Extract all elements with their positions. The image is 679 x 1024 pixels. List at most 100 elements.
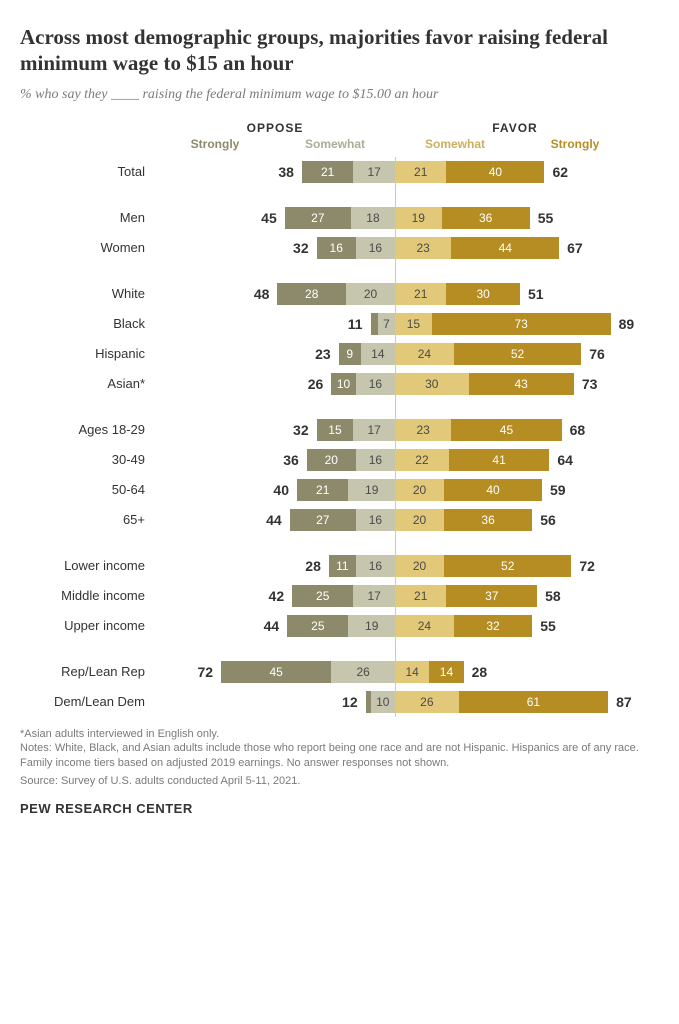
row-label: 65+ <box>30 512 155 527</box>
segment-strongly-favor: 52 <box>444 555 571 577</box>
bar-area: 264514147228 <box>155 661 635 683</box>
bar-area: 161623443267 <box>155 237 635 259</box>
data-row: Rep/Lean Rep264514147228 <box>30 657 659 687</box>
segment-somewhat-oppose: 16 <box>356 449 395 471</box>
segment-somewhat-favor: 15 <box>395 313 432 335</box>
segment-strongly-favor: 41 <box>449 449 549 471</box>
bar-area: 171523453268 <box>155 419 635 441</box>
oppose-total: 36 <box>277 449 307 471</box>
row-label: Upper income <box>30 618 155 633</box>
segment-somewhat-favor: 20 <box>395 509 444 531</box>
favor-total: 58 <box>537 585 567 607</box>
oppose-total: 32 <box>287 419 317 441</box>
segment-strongly-favor: 52 <box>454 343 581 365</box>
oppose-total: 44 <box>257 615 287 637</box>
oppose-total: 44 <box>260 509 290 531</box>
segment-somewhat-oppose: 16 <box>356 509 395 531</box>
segment-strongly-favor: 36 <box>444 509 532 531</box>
group-spacer <box>30 641 659 657</box>
segment-somewhat-favor: 20 <box>395 479 444 501</box>
oppose-total: 45 <box>255 207 285 229</box>
row-label: Ages 18-29 <box>30 422 155 437</box>
segment-strongly-oppose: 21 <box>297 479 348 501</box>
segment-strongly-oppose: 25 <box>292 585 353 607</box>
segment-strongly-oppose: 45 <box>221 661 331 683</box>
chart-subtitle: % who say they ____ raising the federal … <box>20 87 659 103</box>
favor-total: 64 <box>549 449 579 471</box>
segment-strongly-oppose: 9 <box>339 343 361 365</box>
segment-somewhat-favor: 20 <box>395 555 444 577</box>
oppose-total: 28 <box>299 555 329 577</box>
chart-container: OPPOSE Strongly Somewhat FAVOR Somewhat … <box>30 121 659 717</box>
header-strongly-favor: Strongly <box>515 137 635 151</box>
data-row: 30-49162022413664 <box>30 445 659 475</box>
data-row: Lower income161120522872 <box>30 551 659 581</box>
oppose-total: 48 <box>247 283 277 305</box>
data-row: Women161623443267 <box>30 233 659 263</box>
data-row: White202821304851 <box>30 279 659 309</box>
row-label: Hispanic <box>30 346 155 361</box>
brand: PEW RESEARCH CENTER <box>20 801 659 816</box>
segment-strongly-oppose: 20 <box>307 449 356 471</box>
segment-somewhat-favor: 21 <box>395 585 446 607</box>
segment-somewhat-oppose: 16 <box>356 237 395 259</box>
segment-strongly-oppose <box>371 313 378 335</box>
bar-area: 161120522872 <box>155 555 635 577</box>
segment-strongly-oppose: 28 <box>277 283 346 305</box>
segment-strongly-favor: 37 <box>446 585 537 607</box>
segment-strongly-favor: 32 <box>454 615 532 637</box>
segment-somewhat-favor: 21 <box>395 161 446 183</box>
segment-somewhat-favor: 19 <box>395 207 442 229</box>
data-row: Upper income192524324455 <box>30 611 659 641</box>
oppose-total: 72 <box>191 661 221 683</box>
favor-total: 68 <box>562 419 592 441</box>
bar-area: 192120404059 <box>155 479 635 501</box>
favor-total: 87 <box>608 691 638 713</box>
segment-strongly-favor: 44 <box>451 237 559 259</box>
oppose-total: 42 <box>262 585 292 607</box>
favor-total: 72 <box>571 555 601 577</box>
segment-somewhat-favor: 22 <box>395 449 449 471</box>
segment-somewhat-favor: 14 <box>395 661 429 683</box>
segment-somewhat-oppose: 14 <box>361 343 395 365</box>
row-label: Men <box>30 210 155 225</box>
favor-total: 56 <box>532 509 562 531</box>
segment-somewhat-oppose: 10 <box>371 691 396 713</box>
row-label: White <box>30 286 155 301</box>
data-row: Dem/Lean Dem1026611287 <box>30 687 659 717</box>
segment-somewhat-favor: 23 <box>395 237 451 259</box>
segment-strongly-favor: 40 <box>446 161 544 183</box>
segment-strongly-oppose: 21 <box>302 161 353 183</box>
data-row: Men182719364555 <box>30 203 659 233</box>
segment-somewhat-favor: 24 <box>395 615 454 637</box>
segment-strongly-favor: 43 <box>469 373 574 395</box>
data-row: Hispanic14924522376 <box>30 339 659 369</box>
bar-area: 1026611287 <box>155 691 635 713</box>
data-row: 65+162720364456 <box>30 505 659 535</box>
segment-somewhat-favor: 24 <box>395 343 454 365</box>
segment-strongly-oppose: 11 <box>329 555 356 577</box>
segment-strongly-oppose: 10 <box>331 373 356 395</box>
row-label: Asian* <box>30 376 155 391</box>
oppose-total: 23 <box>309 343 339 365</box>
segment-strongly-oppose: 16 <box>317 237 356 259</box>
favor-total: 28 <box>464 661 494 683</box>
segment-strongly-favor: 30 <box>446 283 520 305</box>
oppose-total: 26 <box>301 373 331 395</box>
oppose-total: 38 <box>272 161 302 183</box>
segment-strongly-oppose: 27 <box>285 207 351 229</box>
segment-somewhat-oppose: 17 <box>353 419 395 441</box>
bar-area: 202821304851 <box>155 283 635 305</box>
row-label: Middle income <box>30 588 155 603</box>
group-spacer <box>30 263 659 279</box>
segment-somewhat-oppose: 19 <box>348 479 395 501</box>
favor-total: 51 <box>520 283 550 305</box>
bar-area: 172121403862 <box>155 161 635 183</box>
segment-strongly-oppose: 15 <box>317 419 354 441</box>
segment-somewhat-favor: 26 <box>395 691 459 713</box>
group-spacer <box>30 399 659 415</box>
data-row: Black715731189 <box>30 309 659 339</box>
segment-somewhat-oppose: 17 <box>353 585 395 607</box>
segment-somewhat-oppose: 20 <box>346 283 395 305</box>
row-label: Dem/Lean Dem <box>30 694 155 709</box>
